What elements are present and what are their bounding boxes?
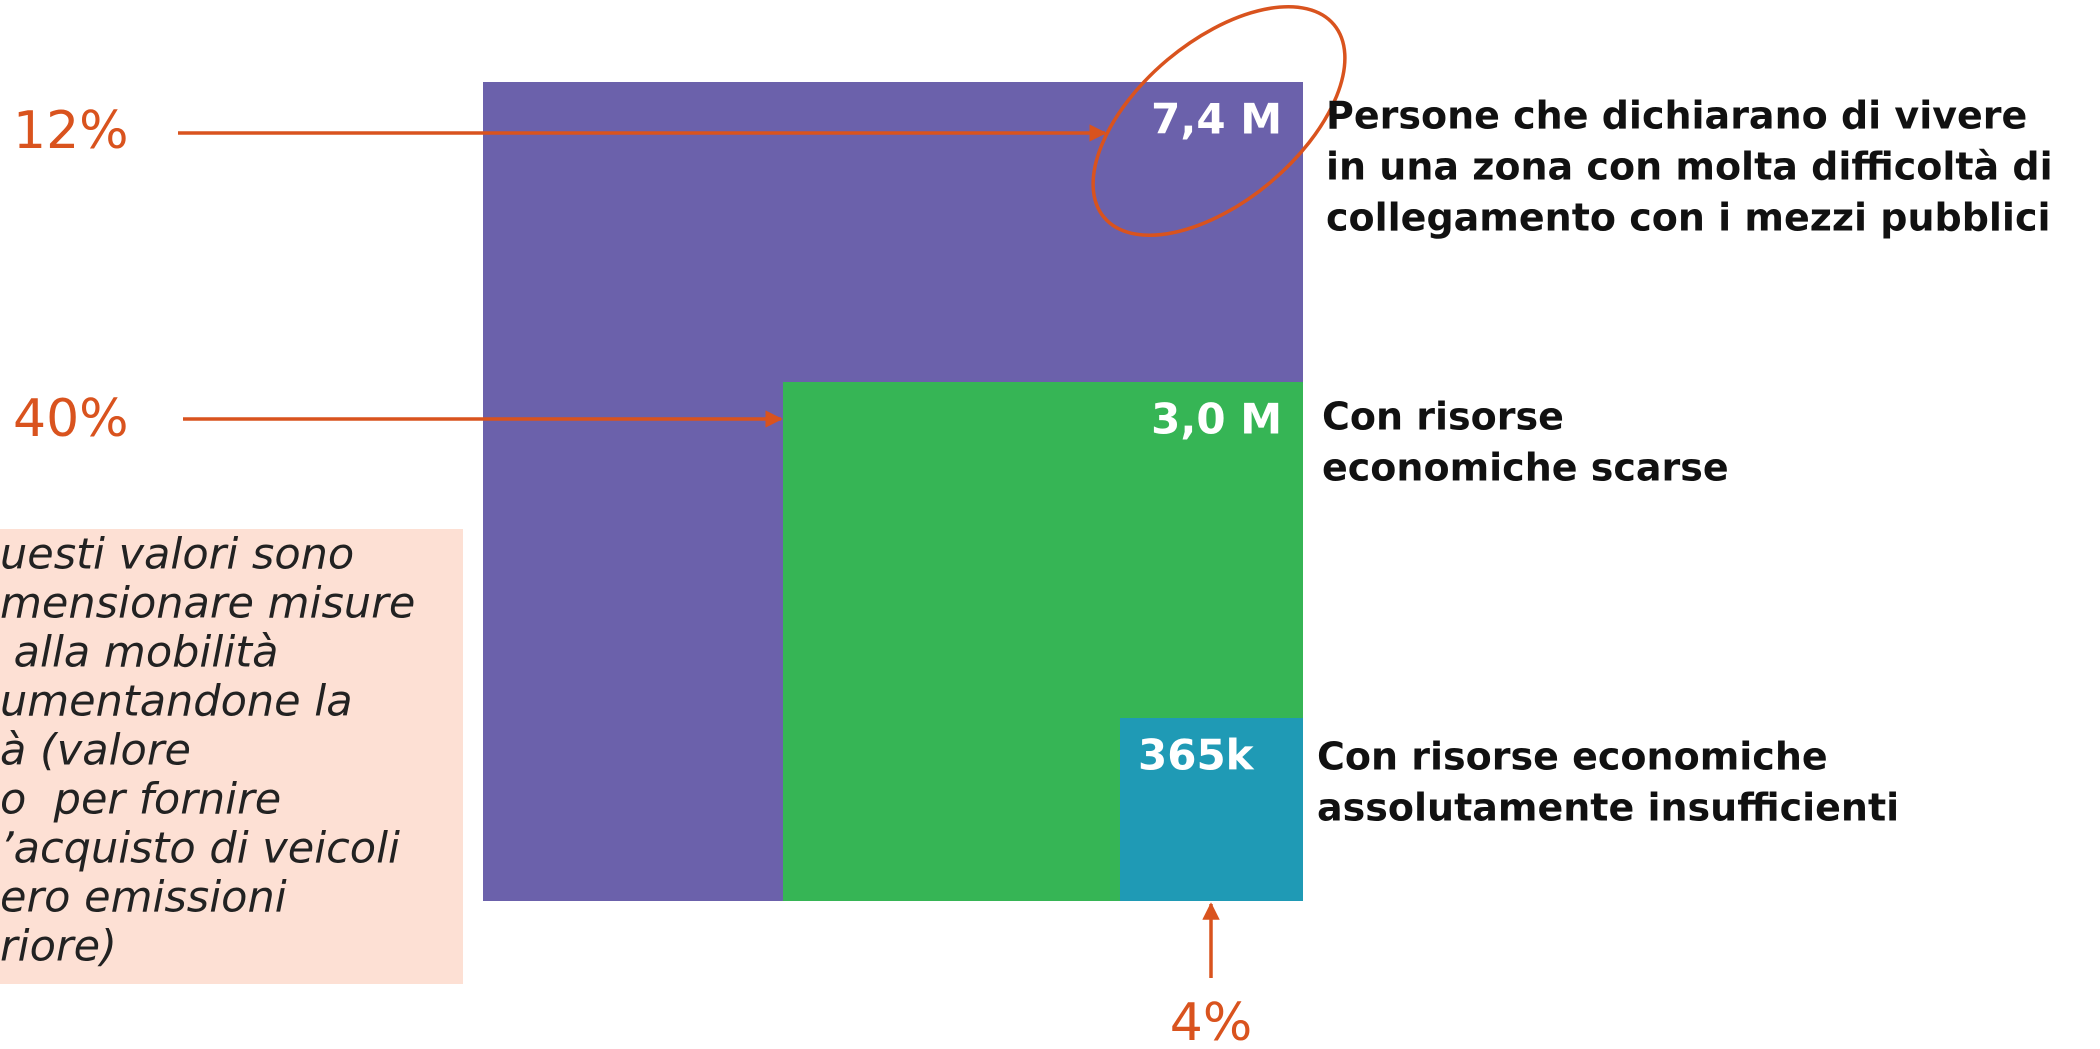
note-box: [0, 529, 463, 984]
description-line: in una zona con molta difficoltà di: [1326, 145, 2053, 189]
percent-label: 40%: [13, 389, 129, 449]
note-line: ero emissioni: [0, 873, 287, 923]
value-label: 365k: [1138, 731, 1255, 780]
description-line: assolutamente insufficienti: [1317, 786, 1899, 830]
highlight-ellipse: [1091, 5, 1347, 237]
description-line: Con risorse: [1322, 395, 1564, 439]
percent-label: 4%: [1170, 993, 1253, 1049]
note-line: ’acquisto di veicoli: [0, 824, 400, 874]
note-line: uesti valori sono: [0, 530, 354, 580]
description-line: Con risorse economiche: [1317, 735, 1828, 779]
description-line: economiche scarse: [1322, 446, 1729, 490]
note-line: alla mobilità: [0, 628, 278, 678]
note-line: riore): [0, 922, 117, 972]
value-label: 7,4 M: [1151, 95, 1282, 144]
note-line: umentandone la: [0, 677, 353, 727]
note-line: à (valore: [0, 726, 191, 776]
description-line: Persone che dichiarano di vivere: [1326, 94, 2027, 138]
percent-label: 12%: [13, 101, 129, 161]
note-line: o per fornire: [0, 775, 281, 825]
inner-square: [1120, 718, 1303, 901]
descriptions: Persone che dichiarano di vivere in una z…: [1317, 94, 2053, 830]
description-line: collegamento con i mezzi pubblici: [1326, 196, 2051, 240]
note-line: mensionare misure: [0, 579, 415, 629]
value-label: 3,0 M: [1151, 395, 1282, 444]
